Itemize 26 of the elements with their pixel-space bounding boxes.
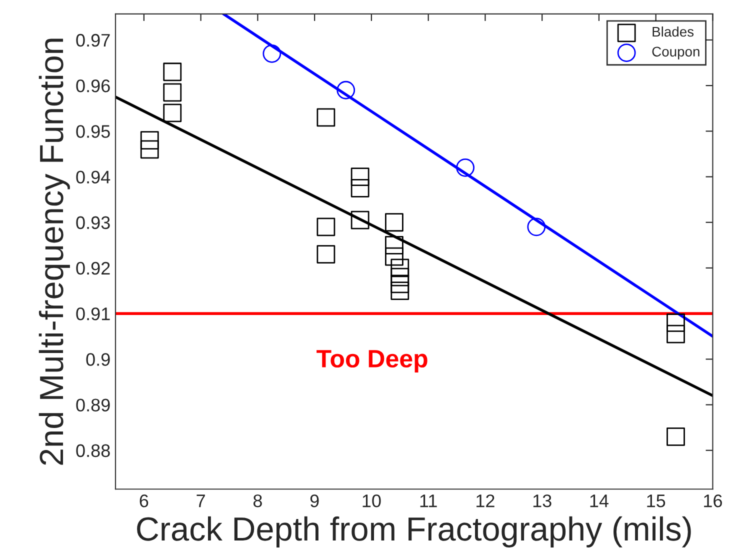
x-axis-title: Crack Depth from Fractography (mils) xyxy=(137,516,691,548)
x-tick-label: 11 xyxy=(420,494,437,508)
x-tick-label: 13 xyxy=(533,494,552,508)
y-axis-title: 2nd Multi-frequency Function xyxy=(38,38,70,465)
x-tick-label: 15 xyxy=(647,494,666,508)
legend-label: Coupon xyxy=(652,46,700,60)
y-tick-label: 0.93 xyxy=(76,216,110,230)
annotation: Too Deep xyxy=(316,350,428,372)
legend-label: Blades xyxy=(652,26,694,37)
y-tick-label: 0.91 xyxy=(76,308,110,320)
y-tick-label: 0.9 xyxy=(86,353,110,366)
x-tick-label: 9 xyxy=(310,494,319,508)
x-tick-label: 10 xyxy=(362,494,381,508)
y-tick-label: 0.97 xyxy=(76,34,110,47)
y-tick-label: 0.95 xyxy=(76,125,110,138)
y-tick-label: 0.92 xyxy=(76,262,110,275)
x-tick-label: 14 xyxy=(590,494,608,508)
y-tick-label: 0.89 xyxy=(76,398,110,412)
x-tick-label: 8 xyxy=(253,494,262,508)
x-tick-label: 7 xyxy=(196,494,205,508)
y-tick-label: 0.94 xyxy=(76,170,110,184)
y-tick-label: 0.88 xyxy=(76,444,110,458)
y-tick-label: 0.96 xyxy=(76,80,110,92)
x-tick-label: 16 xyxy=(704,494,722,508)
x-tick-label: 6 xyxy=(140,494,148,508)
x-tick-label: 12 xyxy=(476,494,494,508)
